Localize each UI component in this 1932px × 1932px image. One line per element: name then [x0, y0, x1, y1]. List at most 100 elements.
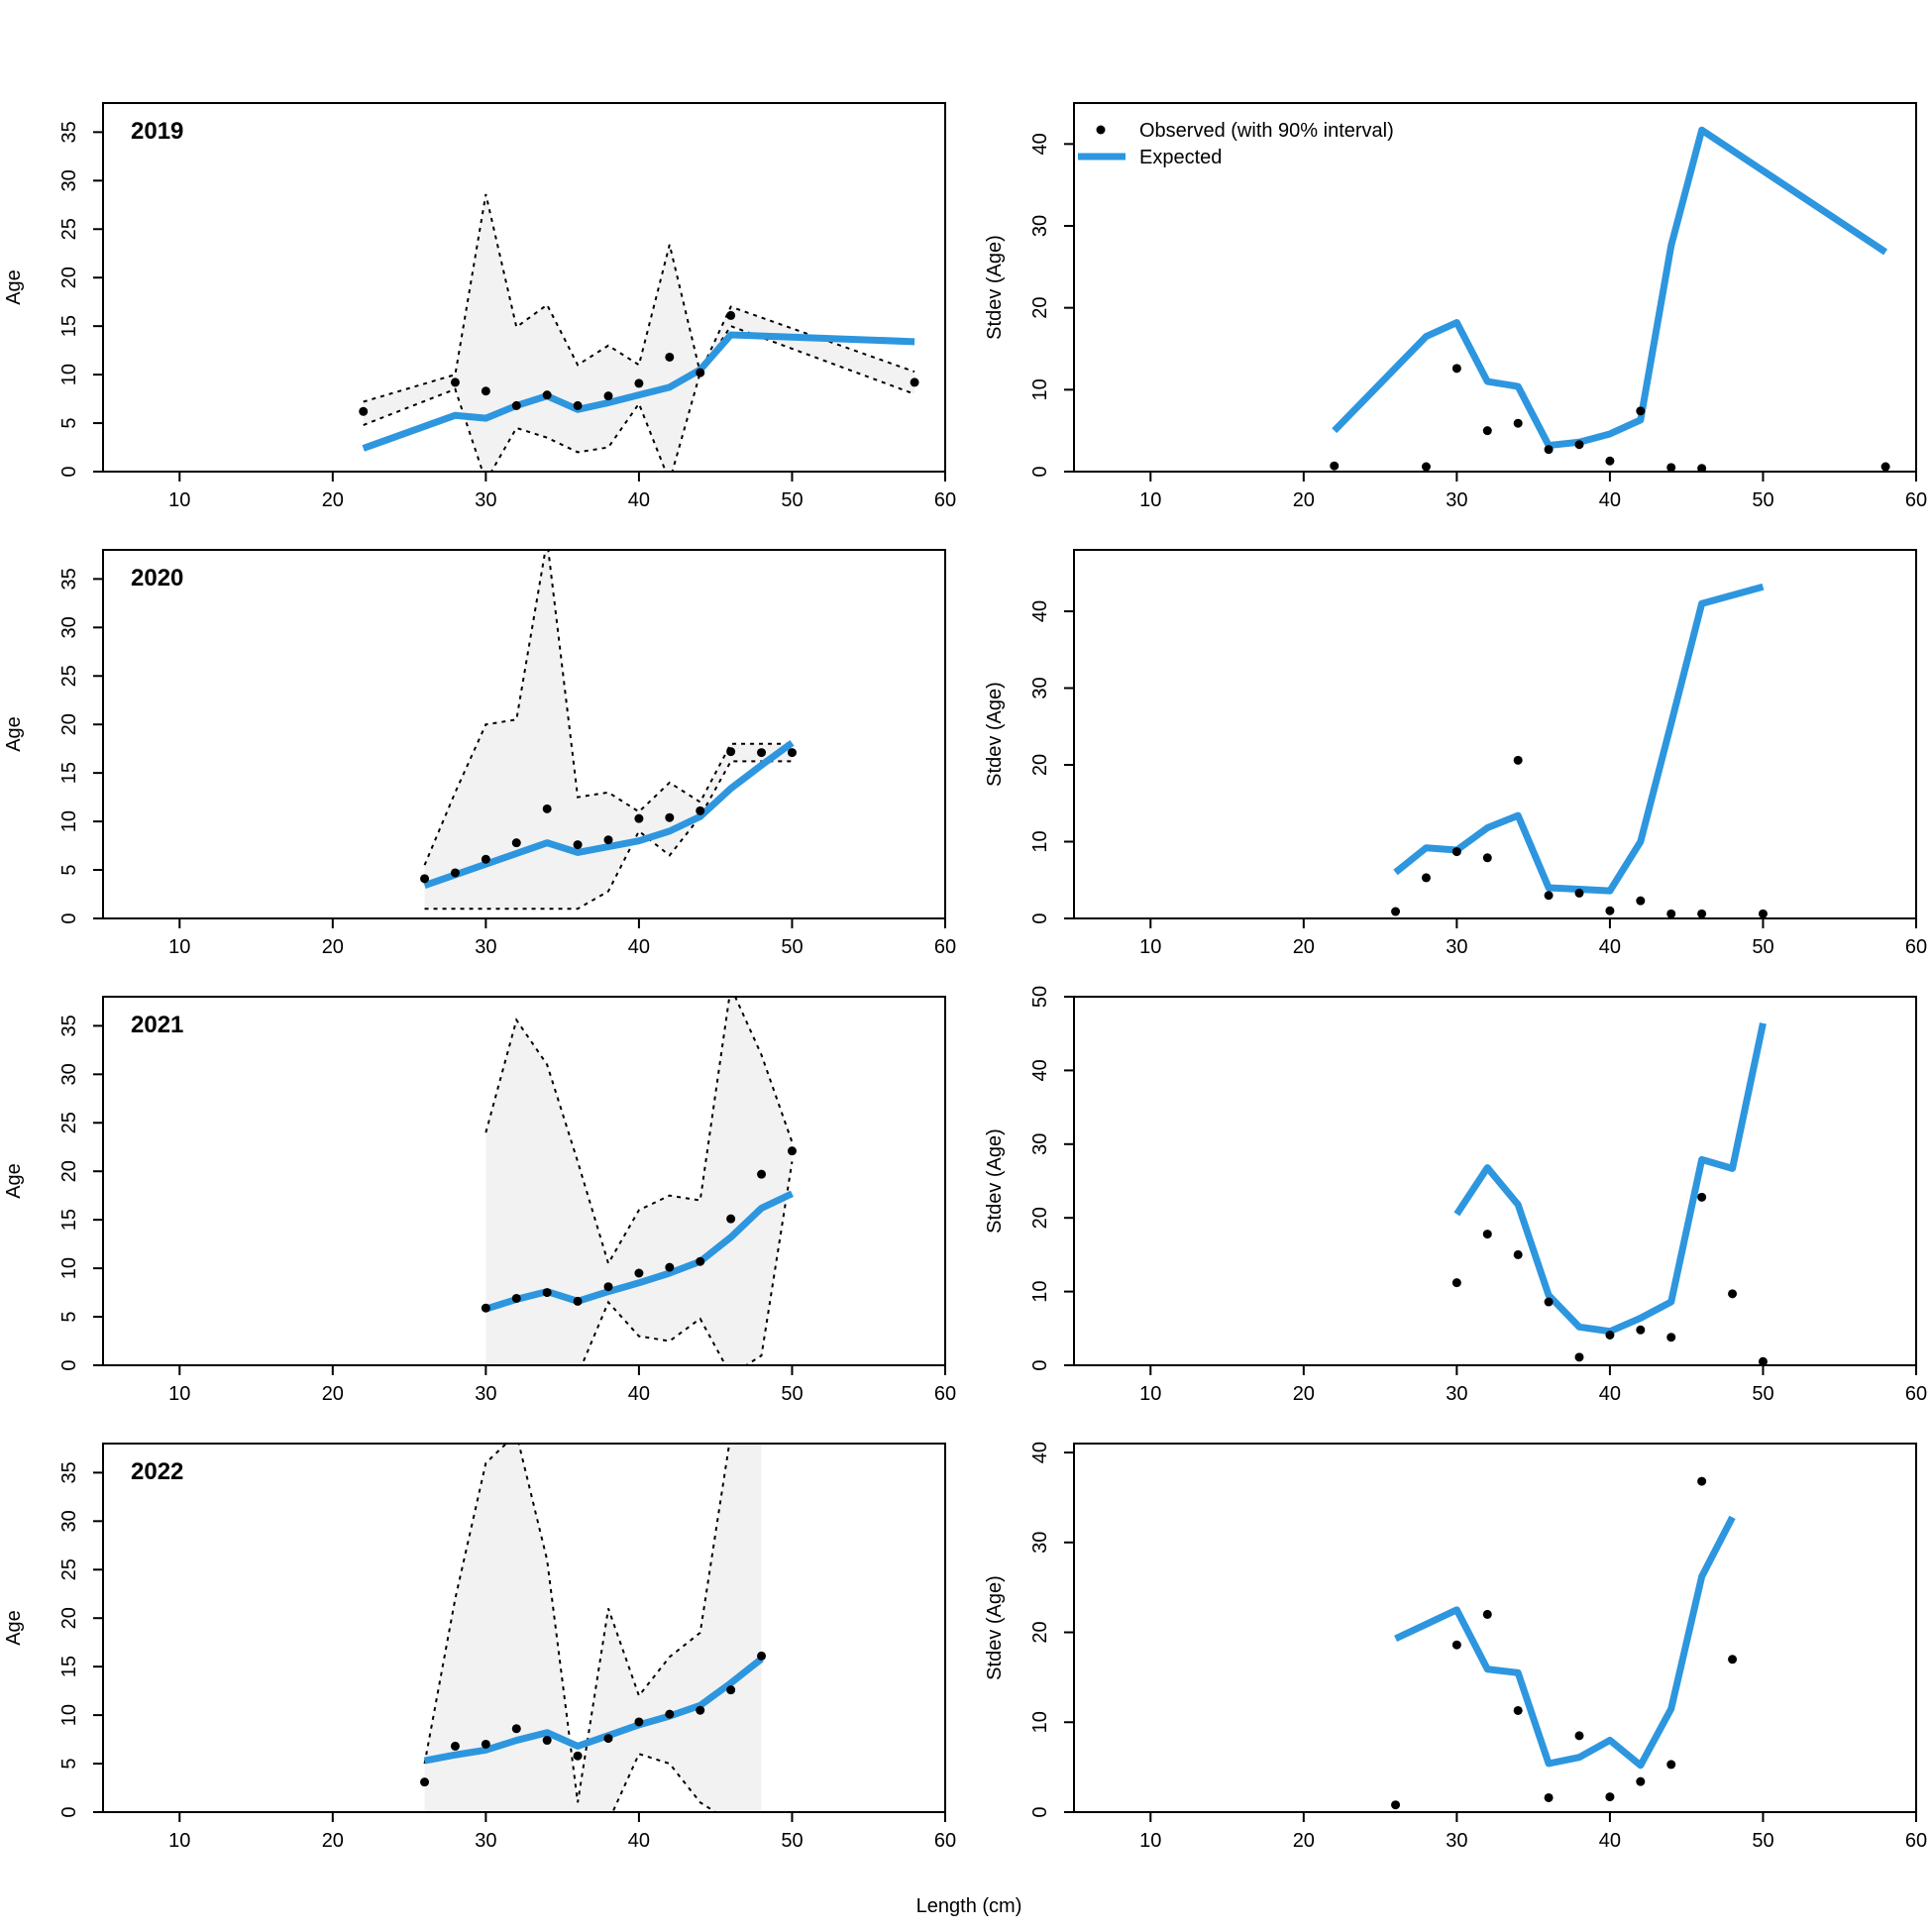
observed-point	[420, 874, 430, 884]
observed-point	[603, 391, 613, 401]
observed-point	[481, 854, 490, 864]
y-tick-label: 0	[1029, 1359, 1051, 1370]
observed-point	[1482, 1230, 1492, 1239]
x-tick-label: 50	[781, 1830, 803, 1852]
y-tick-label: 5	[58, 1311, 80, 1322]
observed-point	[665, 812, 675, 822]
y-tick-label: 20	[1029, 297, 1051, 319]
x-tick-label: 60	[934, 489, 956, 511]
expected-line	[1332, 126, 1888, 450]
observed-point	[1605, 456, 1615, 466]
plot-frame	[102, 1443, 946, 1813]
observed-point	[573, 1296, 583, 1306]
observed-point	[757, 748, 767, 758]
observed-point	[1544, 1297, 1554, 1307]
observed-point	[1451, 847, 1461, 857]
x-tick-label: 10	[168, 1383, 190, 1405]
y-axis-title: Stdev (Age)	[984, 1575, 1006, 1680]
observed-point	[787, 1146, 797, 1156]
x-tick-label: 40	[1599, 936, 1621, 958]
x-tick-label: 30	[1446, 1830, 1467, 1852]
y-tick-label: 40	[1029, 600, 1051, 622]
observed-point	[1666, 1760, 1676, 1770]
observed-point	[634, 1717, 644, 1727]
observed-point	[511, 838, 521, 848]
panel-mean-2019: 10 20 30 40 50 60 0 5 10 15 20 25 30 35 Age 2019	[3, 102, 956, 511]
observed-point	[634, 1268, 644, 1278]
x-tick-label: 30	[475, 489, 496, 511]
x-tick-label: 40	[1599, 1830, 1621, 1852]
observed-point	[726, 310, 736, 320]
plot-frame	[1073, 549, 1917, 919]
y-tick-label: 35	[58, 121, 80, 143]
y-tick-label: 35	[58, 568, 80, 590]
x-tick-label: 50	[1752, 1830, 1773, 1852]
plot-frame	[102, 549, 946, 919]
x-tick-label: 30	[475, 936, 496, 958]
x-tick-label: 60	[1905, 489, 1927, 511]
y-tick-label: 30	[1029, 677, 1051, 698]
observed-point	[573, 840, 583, 850]
panel-stdev-2019: 10 20 30 40 50 60 0 10 20 30 40 Stdev (Age) Observed…	[984, 102, 1927, 511]
y-tick-label: 0	[58, 1806, 80, 1817]
y-tick-label: 40	[1029, 1442, 1051, 1463]
y-tick-label: 15	[58, 762, 80, 784]
observed-point	[1636, 1325, 1646, 1335]
x-tick-label: 20	[1293, 489, 1315, 511]
x-tick-label: 20	[1293, 936, 1315, 958]
y-axis-title: Age	[3, 269, 25, 305]
observed-point	[1513, 755, 1523, 765]
plot-area	[1391, 583, 1768, 918]
plot-area	[420, 550, 797, 911]
observed-point	[603, 835, 613, 845]
panel-year-label: 2022	[131, 1458, 183, 1485]
legend: Observed (with 90% interval) Expected	[1078, 120, 1394, 168]
x-tick-label: 30	[475, 1383, 496, 1405]
x-tick-label: 60	[934, 1383, 956, 1405]
observed-point	[726, 747, 736, 757]
x-tick-label: 10	[168, 936, 190, 958]
plot-area	[1391, 1476, 1738, 1810]
x-tick-label: 20	[322, 489, 344, 511]
y-tick-label: 30	[58, 616, 80, 638]
expected-line	[1393, 583, 1765, 895]
observed-point	[511, 1724, 521, 1734]
observed-point	[1451, 1640, 1461, 1650]
expected-line	[1394, 1515, 1736, 1770]
observed-point	[1421, 462, 1431, 472]
panel-mean-2020: 10 20 30 40 50 60 0 5 10 15 20 25 30 35 Age 2020	[3, 549, 956, 958]
observed-point	[450, 868, 460, 878]
observed-point	[1605, 906, 1615, 915]
y-tick-label: 10	[58, 810, 80, 832]
y-tick-label: 10	[1029, 1711, 1051, 1733]
x-tick-label: 20	[322, 1383, 344, 1405]
panel-mean-2022: 10 20 30 40 50 60 0 5 10 15 20 25 30 35 Age 2022	[3, 1443, 956, 1852]
x-tick-label: 50	[781, 936, 803, 958]
legend-observed-label: Observed (with 90% interval)	[1139, 120, 1394, 142]
observed-point	[1544, 445, 1554, 455]
y-tick-label: 10	[1029, 1280, 1051, 1302]
observed-point	[1666, 909, 1676, 918]
x-axis-title: Length (cm)	[916, 1895, 1022, 1917]
x-tick-label: 20	[322, 1830, 344, 1852]
observed-point	[1391, 907, 1401, 916]
x-tick-label: 30	[475, 1830, 496, 1852]
observed-point	[1513, 418, 1523, 428]
y-axis-title: Age	[3, 1610, 25, 1646]
y-tick-label: 40	[1029, 133, 1051, 155]
observed-point	[1513, 1705, 1523, 1715]
plot-frame	[1073, 996, 1917, 1366]
panel-stdev-2022: 10 20 30 40 50 60 0 10 20 30 40 Stdev (Age)	[984, 1442, 1927, 1852]
x-tick-label: 30	[1446, 1383, 1467, 1405]
observed-point	[1330, 461, 1340, 471]
y-tick-label: 20	[1029, 1207, 1051, 1229]
observed-point	[757, 1169, 767, 1179]
y-tick-label: 30	[1029, 1532, 1051, 1554]
observed-point	[787, 748, 797, 758]
observed-point	[1666, 463, 1676, 472]
x-tick-label: 40	[628, 489, 650, 511]
panel-mean-2021: 10 20 30 40 50 60 0 5 10 15 20 25 30 35 Age 2021	[3, 996, 956, 1405]
x-tick-label: 10	[168, 489, 190, 511]
